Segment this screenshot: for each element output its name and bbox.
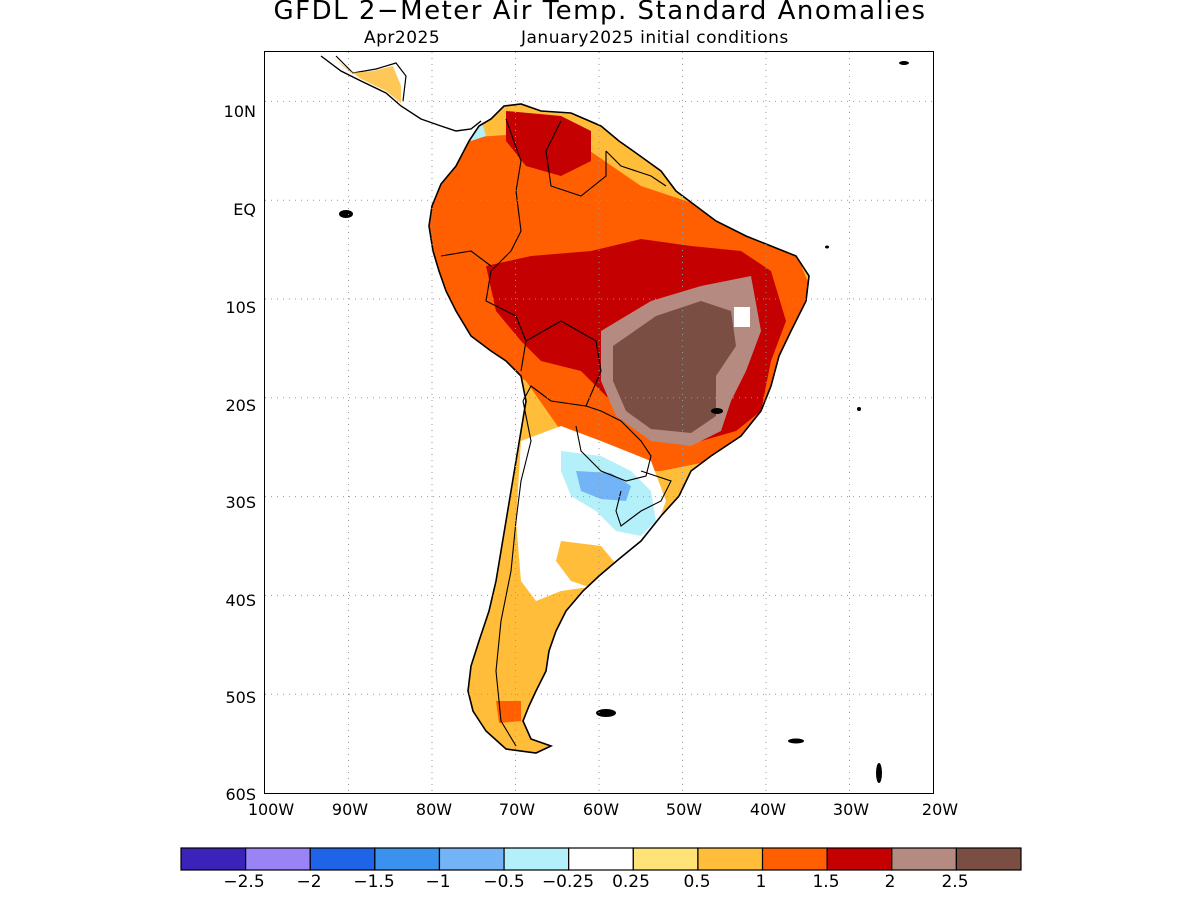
initial-conditions-label: January2025 initial conditions — [521, 28, 789, 48]
colorbar-label-2: 2 — [884, 872, 896, 892]
central-america-coast — [320, 55, 482, 132]
colorbar-swatch — [438, 847, 505, 871]
country-borders — [440, 118, 672, 747]
lon-tick-70w: 70W — [498, 800, 536, 819]
lat-tick-10s: 10S — [225, 298, 256, 317]
border-uruguay — [615, 470, 672, 527]
colorbar-swatch — [891, 847, 957, 871]
lon-tick-60w: 60W — [582, 800, 620, 819]
coastline — [428, 103, 810, 754]
lat-tick-10n: 10N — [223, 102, 256, 121]
galapagos-island — [339, 210, 353, 218]
colorbar-label-neg0p25: −0.25 — [541, 872, 595, 892]
cape-verde — [899, 61, 909, 65]
colorbar-label-neg0p5: −0.5 — [483, 872, 525, 892]
colorbar-label-neg2: −2 — [296, 872, 322, 892]
field-neg-0p5 — [576, 471, 631, 501]
border-guianas — [605, 150, 667, 187]
islands — [339, 61, 909, 783]
lon-tick-40w: 40W — [749, 800, 787, 819]
colorbar-swatch — [374, 847, 441, 871]
lat-tick-40s: 40S — [225, 591, 256, 610]
fernando-de-noronha — [825, 245, 829, 249]
lon-tick-90w: 90W — [331, 800, 369, 819]
colorbar-swatch — [568, 847, 634, 871]
missing-cell — [734, 307, 750, 327]
colorbar-label-1: 1 — [755, 872, 767, 892]
colorbar-swatch — [955, 847, 1022, 871]
colorbar-label-neg2p5: −2.5 — [223, 872, 265, 892]
south-sandwich — [876, 763, 882, 783]
map-panel — [264, 51, 934, 794]
lat-tick-eq: EQ — [233, 200, 256, 219]
colorbar-swatch — [826, 847, 893, 871]
field-1p5-to-2-venezuela — [506, 111, 591, 176]
colorbar-swatch — [761, 847, 828, 871]
central-america-coast-north — [335, 55, 407, 102]
colorbar-label-neg1p5: −1.5 — [353, 872, 395, 892]
lat-tick-60s: 60S — [225, 785, 256, 804]
colorbar-swatch — [180, 847, 247, 871]
colorbar-swatch — [697, 847, 764, 871]
colorbar-label-0p25: 0.25 — [612, 872, 650, 892]
border-bolivia — [522, 320, 602, 407]
lon-tick-80w: 80W — [415, 800, 453, 819]
colorbar-swatch — [309, 847, 376, 871]
lon-tick-20w: 20W — [921, 800, 959, 819]
colorbar-label-neg1: −1 — [425, 872, 451, 892]
lon-tick-30w: 30W — [832, 800, 870, 819]
lon-tick-100w: 100W — [247, 800, 295, 819]
colorbar-swatch — [245, 847, 311, 871]
lon-tick-50w: 50W — [665, 800, 703, 819]
colorbar-swatch — [503, 847, 570, 871]
chart-title: GFDL 2−Meter Air Temp. Standard Anomalie… — [273, 0, 927, 26]
colorbar-label-0p5: 0.5 — [683, 872, 711, 892]
colorbar-swatch — [632, 847, 699, 871]
border-venezuela — [545, 120, 607, 197]
south-georgia — [788, 738, 804, 744]
lat-tick-50s: 50S — [225, 688, 256, 707]
coastal-island — [711, 408, 723, 414]
border-paraguay — [575, 405, 652, 482]
field-patagonia-south — [496, 701, 521, 723]
anomaly-fields — [429, 104, 809, 753]
forecast-month: Apr2025 — [364, 28, 441, 48]
lat-tick-20s: 20S — [225, 396, 256, 415]
falkland-islands — [596, 709, 616, 717]
border-colombia-peru — [485, 118, 527, 372]
colorbar-label-1p5: 1.5 — [812, 872, 840, 892]
colorbar-label-2p5: 2.5 — [941, 872, 969, 892]
border-chile-argentina — [495, 400, 532, 747]
border-ecuador — [440, 250, 492, 267]
field-above-2p5 — [613, 301, 736, 433]
field-patagonia — [496, 601, 551, 706]
central-america-field — [331, 56, 401, 103]
trindade — [857, 407, 861, 411]
anomaly-map — [265, 52, 933, 793]
colorbar — [180, 847, 1022, 871]
lat-tick-30s: 30S — [225, 493, 256, 512]
